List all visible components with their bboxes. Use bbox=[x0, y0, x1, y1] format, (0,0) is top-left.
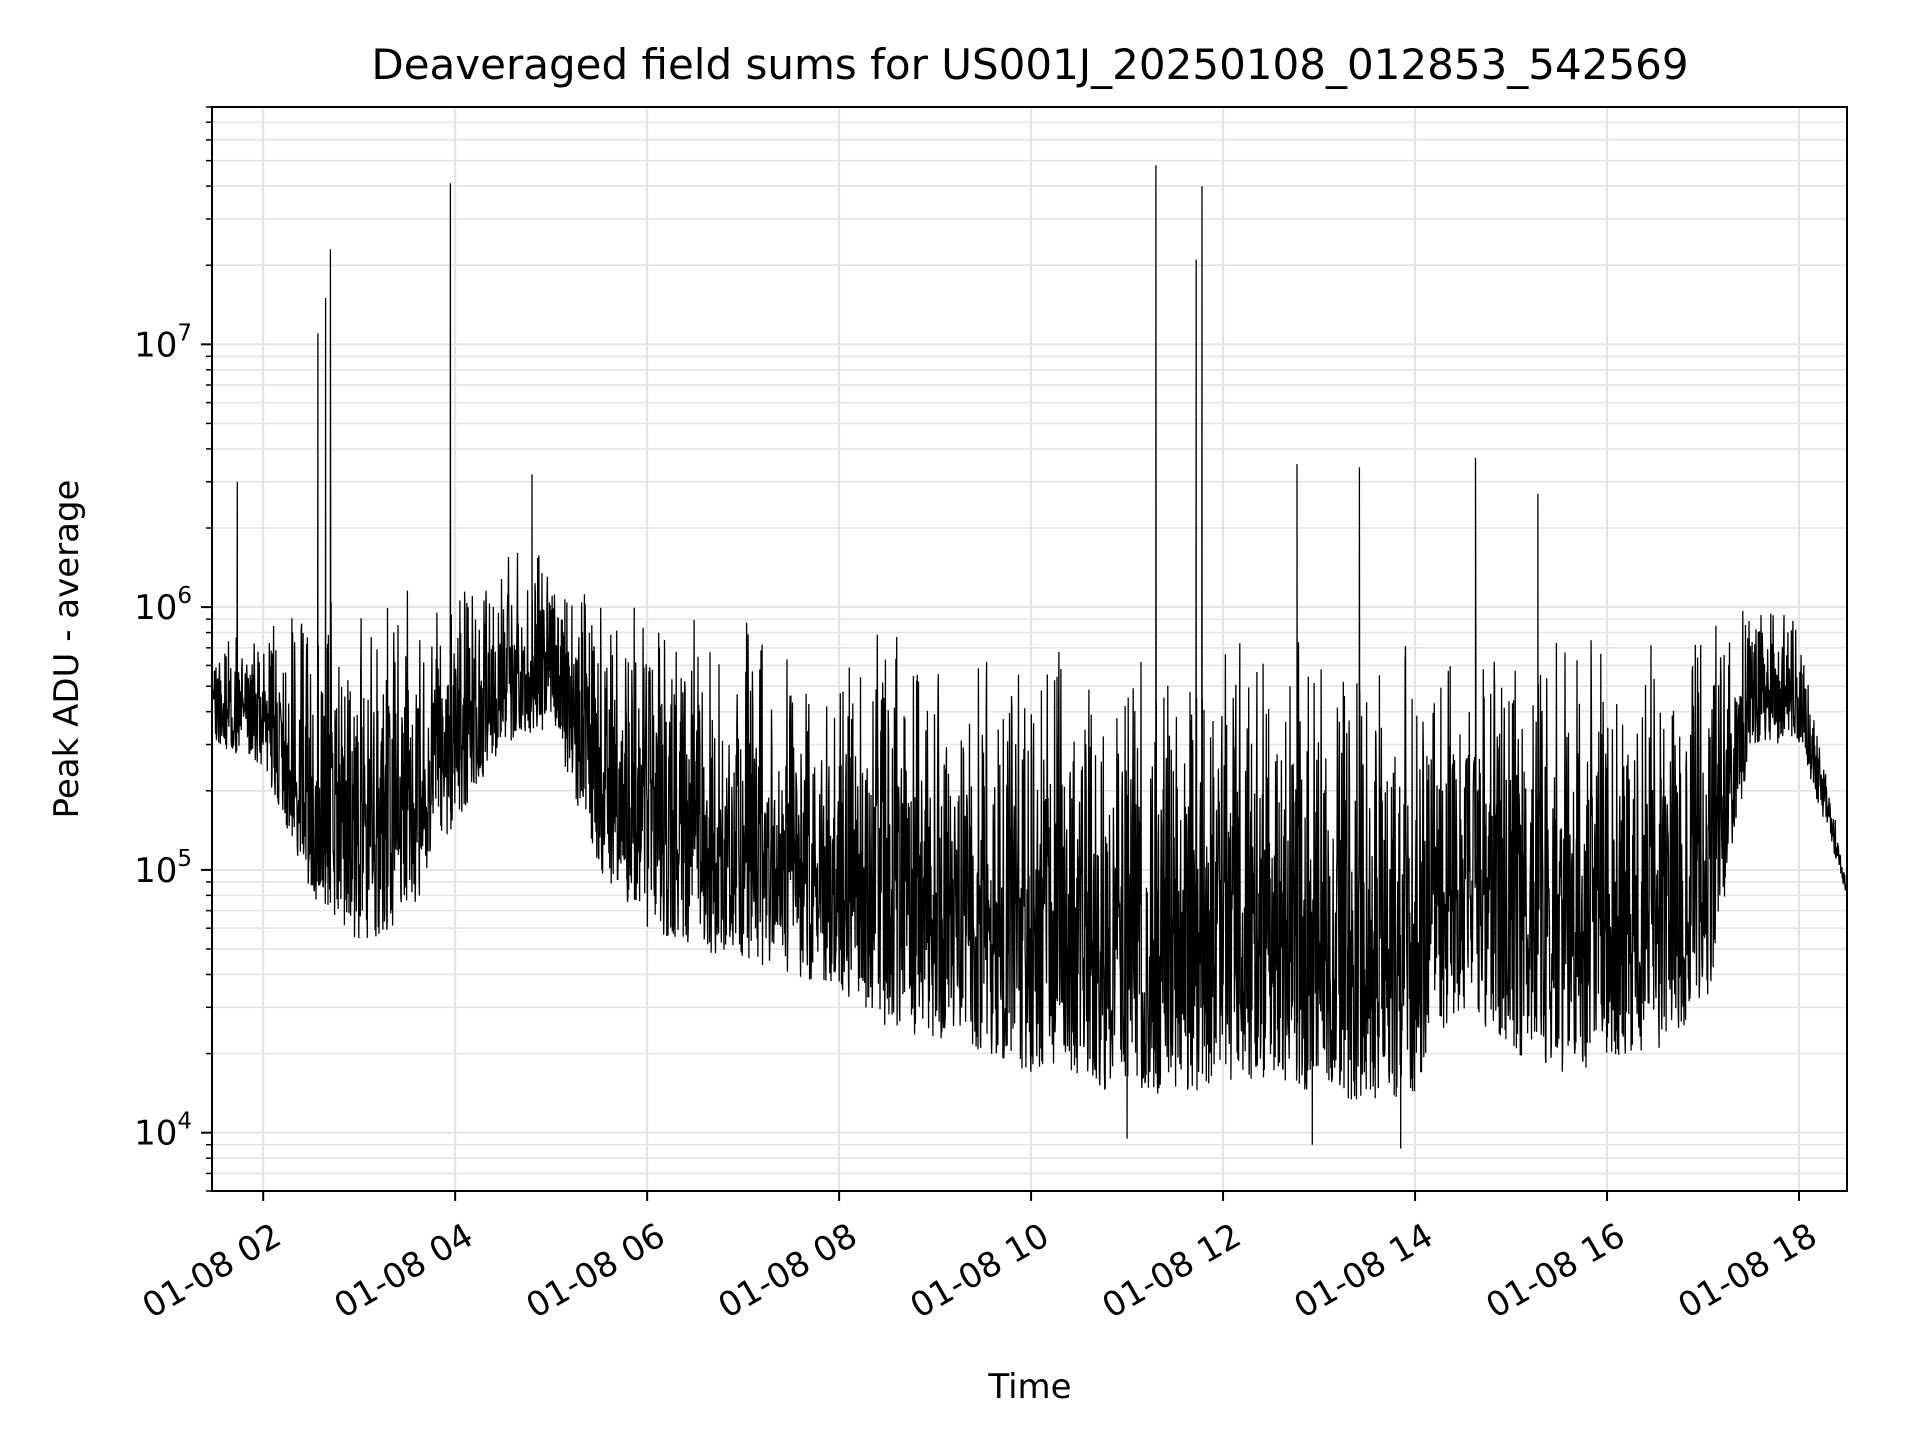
plot-frame bbox=[211, 106, 1848, 1192]
y-tick-label: 105 bbox=[134, 846, 192, 891]
y-axis: 104 105 106 107 bbox=[134, 106, 212, 1192]
y-axis-label: Peak ADU - average bbox=[47, 480, 87, 819]
plot-area bbox=[211, 106, 1848, 1192]
data-series bbox=[212, 165, 1848, 1149]
chart-title: Deaveraged field sums for US001J_2025010… bbox=[371, 40, 1688, 89]
y-tick-label: 106 bbox=[134, 583, 192, 628]
x-axis-label: Time bbox=[987, 1367, 1071, 1407]
series-line bbox=[212, 165, 1848, 1149]
y-tick-label: 104 bbox=[134, 1109, 192, 1154]
y-tick-label: 107 bbox=[134, 320, 192, 365]
